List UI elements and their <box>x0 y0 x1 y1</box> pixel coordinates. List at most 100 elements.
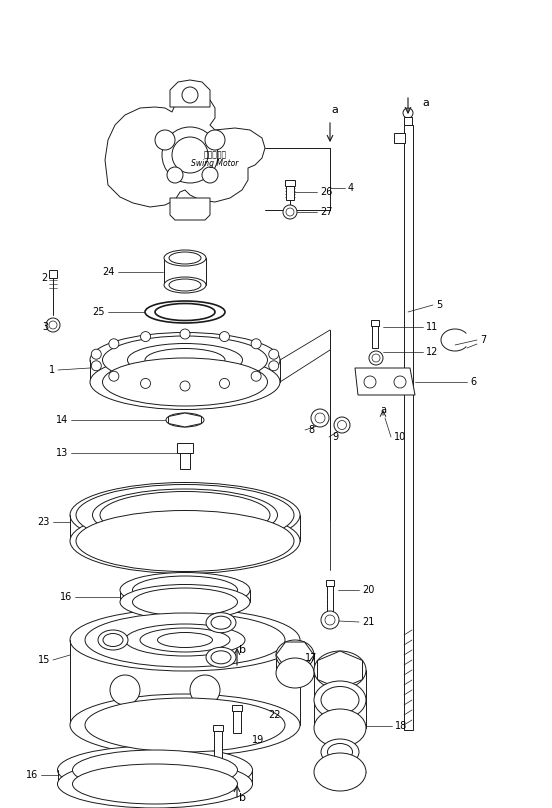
Circle shape <box>190 675 220 705</box>
Bar <box>286 186 294 200</box>
Circle shape <box>337 420 347 430</box>
Ellipse shape <box>211 650 231 664</box>
Polygon shape <box>317 651 363 689</box>
Text: 7: 7 <box>480 335 486 345</box>
Text: Swing Motor: Swing Motor <box>192 158 238 167</box>
Circle shape <box>311 409 329 427</box>
Circle shape <box>46 318 60 332</box>
Text: 5: 5 <box>436 300 442 310</box>
Bar <box>371 320 379 326</box>
Ellipse shape <box>145 348 225 372</box>
Text: 2: 2 <box>42 273 48 283</box>
Circle shape <box>91 349 101 360</box>
Text: b: b <box>238 645 246 655</box>
Ellipse shape <box>93 489 278 541</box>
Ellipse shape <box>125 624 245 656</box>
Ellipse shape <box>155 304 215 321</box>
Circle shape <box>283 205 297 219</box>
Bar <box>180 453 190 469</box>
Circle shape <box>315 413 325 423</box>
Circle shape <box>155 130 175 150</box>
Circle shape <box>321 611 339 629</box>
Text: 1: 1 <box>49 365 55 375</box>
Circle shape <box>220 378 230 389</box>
Text: 15: 15 <box>38 655 50 665</box>
Ellipse shape <box>70 609 300 671</box>
Polygon shape <box>276 642 314 668</box>
Polygon shape <box>355 368 415 395</box>
Ellipse shape <box>314 709 366 747</box>
Text: 16: 16 <box>60 592 72 602</box>
Circle shape <box>364 376 376 388</box>
Ellipse shape <box>321 687 359 713</box>
Ellipse shape <box>169 252 201 264</box>
Circle shape <box>172 137 208 173</box>
Ellipse shape <box>57 746 252 794</box>
Polygon shape <box>168 413 201 427</box>
Ellipse shape <box>321 656 359 684</box>
Text: 20: 20 <box>362 585 374 595</box>
Ellipse shape <box>140 628 230 652</box>
Ellipse shape <box>76 511 294 571</box>
Circle shape <box>162 127 218 183</box>
Circle shape <box>372 354 380 362</box>
Text: 13: 13 <box>56 448 68 458</box>
Text: 26: 26 <box>320 187 332 197</box>
Circle shape <box>286 208 294 216</box>
Text: 19: 19 <box>252 735 264 745</box>
Circle shape <box>141 378 151 389</box>
Text: 6: 6 <box>470 377 476 387</box>
Circle shape <box>205 130 225 150</box>
Ellipse shape <box>314 753 366 791</box>
Ellipse shape <box>169 279 201 291</box>
Bar <box>372 326 378 348</box>
Ellipse shape <box>145 301 225 323</box>
Ellipse shape <box>211 617 231 629</box>
Ellipse shape <box>72 750 237 790</box>
Text: 22: 22 <box>268 710 280 720</box>
Bar <box>214 731 222 763</box>
Ellipse shape <box>120 573 250 608</box>
Text: 17: 17 <box>305 653 317 663</box>
Text: 23: 23 <box>38 517 50 527</box>
Ellipse shape <box>132 588 237 616</box>
Bar <box>285 180 295 186</box>
Circle shape <box>109 371 119 381</box>
Circle shape <box>334 417 350 433</box>
Text: 16: 16 <box>26 770 38 780</box>
Ellipse shape <box>166 413 204 427</box>
Ellipse shape <box>103 358 268 406</box>
Ellipse shape <box>103 336 268 384</box>
Text: 11: 11 <box>426 322 438 332</box>
Text: a: a <box>380 405 386 415</box>
Bar <box>232 705 242 711</box>
Ellipse shape <box>206 647 236 667</box>
Ellipse shape <box>314 681 366 719</box>
Bar <box>327 586 333 614</box>
Ellipse shape <box>164 250 206 266</box>
Text: a: a <box>423 98 429 108</box>
Polygon shape <box>105 95 265 207</box>
Text: 21: 21 <box>362 617 374 627</box>
Ellipse shape <box>120 584 250 620</box>
Bar <box>233 711 241 733</box>
Ellipse shape <box>90 333 280 388</box>
Text: 旋回モータ: 旋回モータ <box>204 150 226 159</box>
Bar <box>404 117 412 125</box>
Circle shape <box>180 329 190 339</box>
Circle shape <box>180 381 190 391</box>
Ellipse shape <box>90 355 280 410</box>
Polygon shape <box>170 198 210 220</box>
Text: 9: 9 <box>332 432 338 442</box>
Ellipse shape <box>206 612 236 633</box>
Ellipse shape <box>314 651 366 689</box>
Circle shape <box>269 361 279 371</box>
Ellipse shape <box>157 633 213 647</box>
Ellipse shape <box>276 658 314 688</box>
Circle shape <box>251 371 261 381</box>
Ellipse shape <box>172 415 198 424</box>
Text: 25: 25 <box>93 307 105 317</box>
Ellipse shape <box>281 644 309 666</box>
Text: 4: 4 <box>348 183 354 193</box>
Circle shape <box>220 331 230 342</box>
